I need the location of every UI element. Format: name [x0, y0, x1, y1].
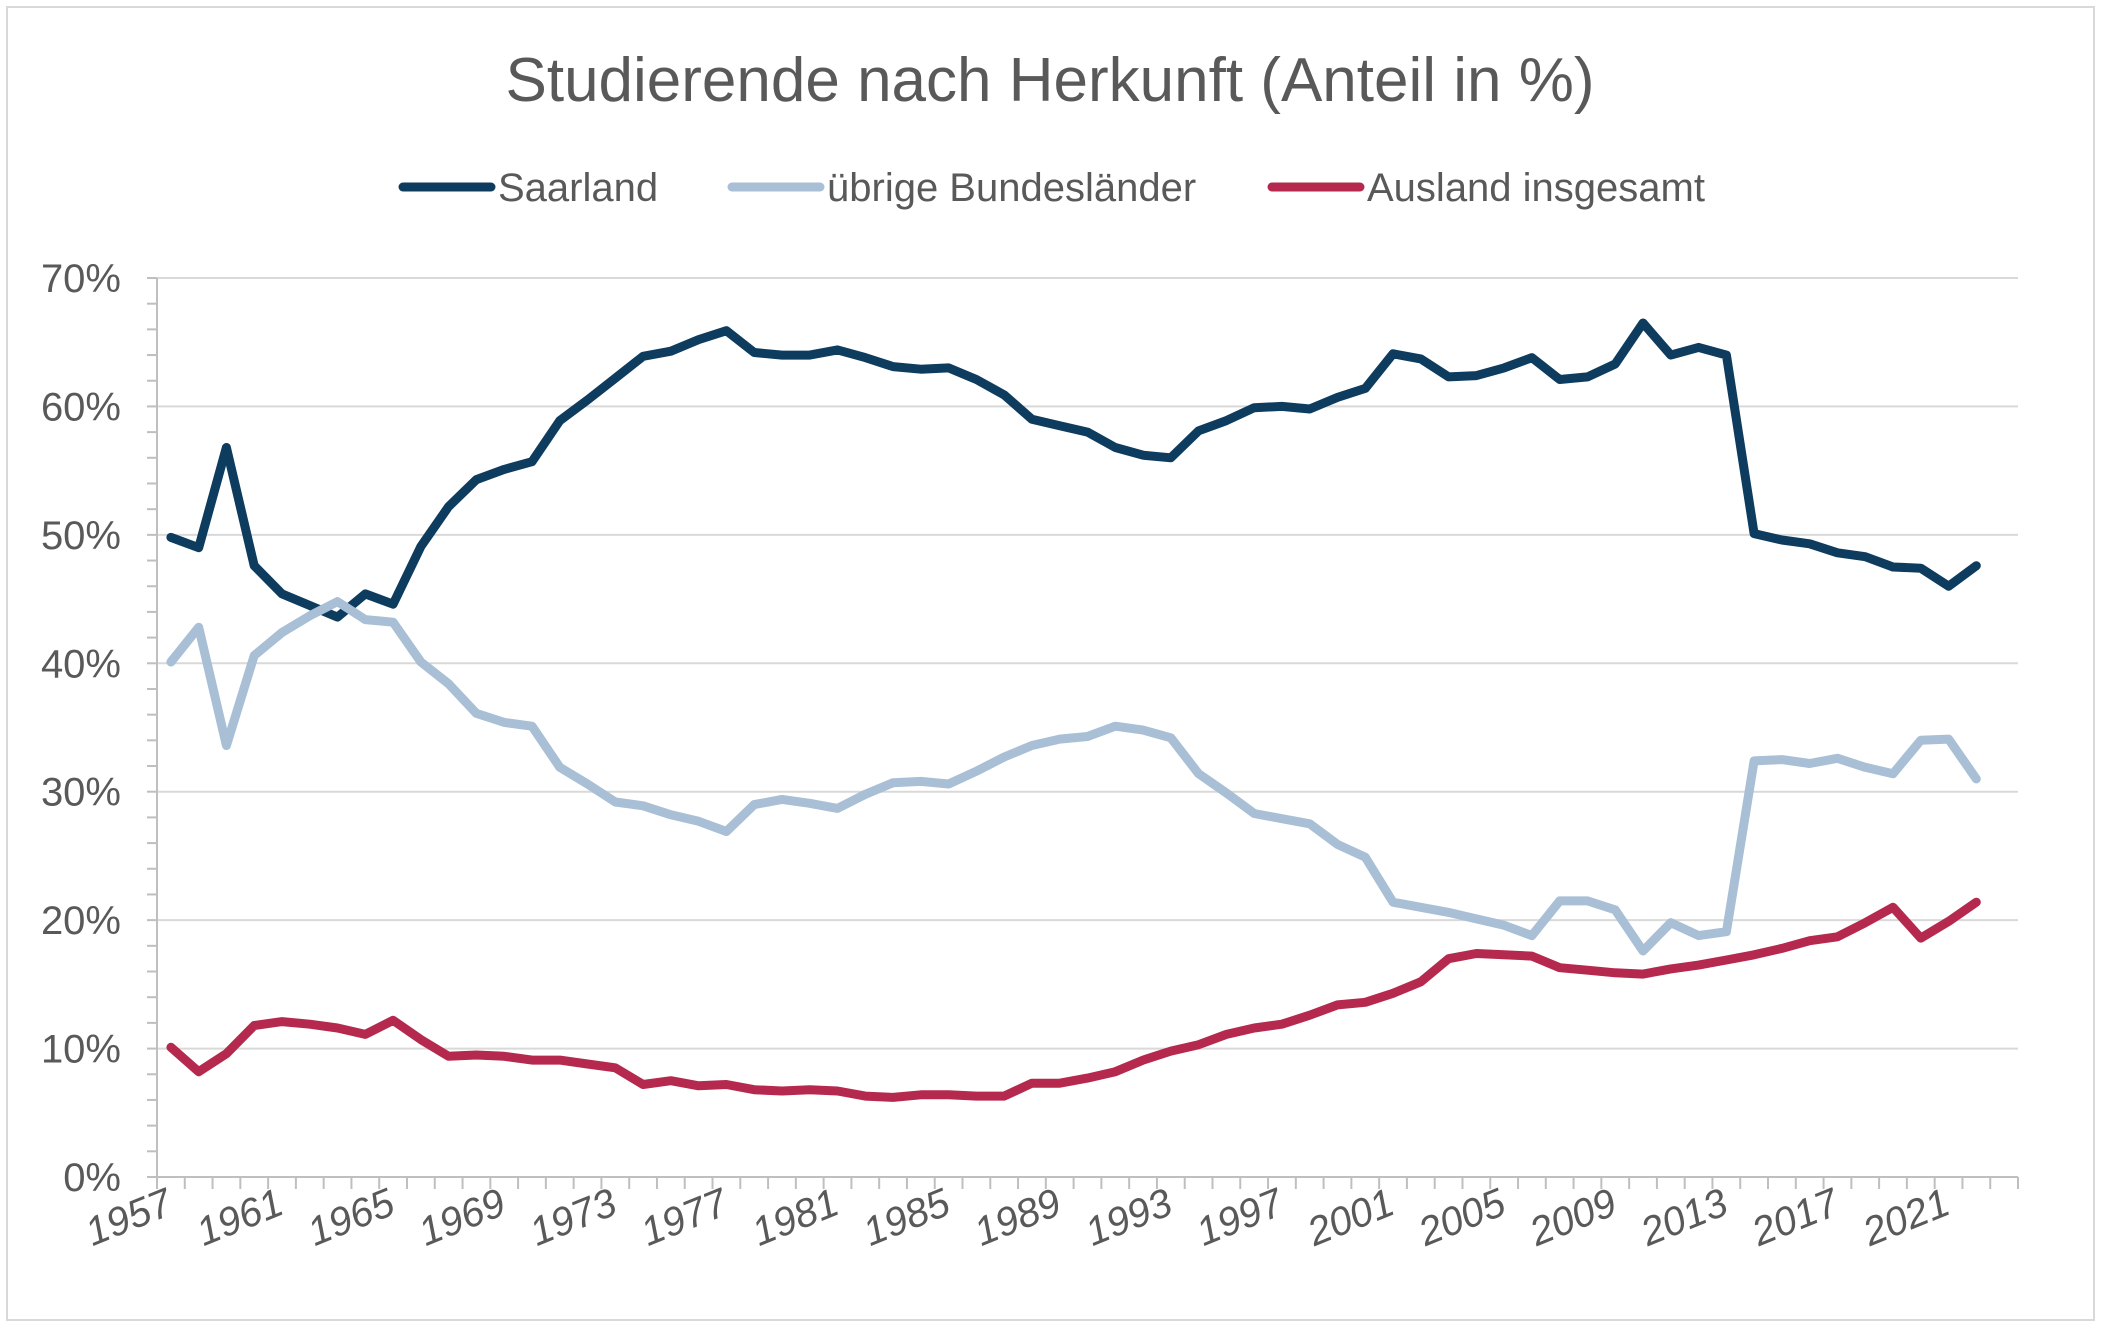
x-tick-label: 1997	[1190, 1180, 1291, 1255]
x-tick-label: 1973	[524, 1181, 623, 1255]
x-tick-label: 1985	[857, 1180, 957, 1254]
y-tick-label: 70%	[41, 257, 121, 301]
x-tick-label: 2009	[1523, 1181, 1623, 1256]
x-tick-label: 1981	[746, 1181, 845, 1255]
x-tick-label: 1961	[190, 1181, 289, 1255]
x-tick-label: 2013	[1634, 1181, 1734, 1256]
gridlines	[157, 277, 2018, 1050]
x-tick-label: 1993	[1079, 1181, 1178, 1255]
y-tick-label: 0%	[63, 1156, 121, 1200]
x-axis: 1957 1961 1965 1969 1973 1977 1981 1985 1989 1993…	[79, 1176, 2019, 1256]
y-tick-label: 10%	[41, 1028, 121, 1072]
legend-label: Ausland insgesamt	[1367, 166, 1705, 210]
chart-frame	[6, 6, 2095, 1321]
y-tick-label: 20%	[41, 899, 121, 943]
y-axis: 0% 10% 20% 30% 40% 50% 60% 70%	[41, 257, 158, 1200]
chart-title: Studierende nach Herkunft (Anteil in %)	[505, 46, 1594, 115]
legend-label: übrige Bundesländer	[827, 166, 1196, 210]
legend: Saarland übrige Bundesländer Ausland insge…	[398, 166, 1705, 210]
x-tick-label: 1977	[635, 1180, 736, 1255]
series-line-3	[166, 897, 1981, 1102]
x-tick-label: 1969	[413, 1181, 512, 1255]
series-line-2	[166, 597, 1981, 956]
y-tick-label: 60%	[41, 385, 121, 429]
x-tick-label: 1989	[968, 1181, 1067, 1255]
x-tick-label: 2021	[1856, 1181, 1956, 1256]
y-tick-label: 30%	[41, 771, 121, 815]
x-tick-label: 1965	[301, 1180, 401, 1254]
legend-label: Saarland	[498, 166, 658, 210]
y-tick-label: 40%	[41, 642, 121, 686]
x-tick-label: 2005	[1412, 1180, 1513, 1255]
y-tick-label: 50%	[41, 514, 121, 558]
x-tick-label: 2001	[1300, 1181, 1400, 1256]
series-line-1	[166, 318, 1981, 622]
series-group	[166, 318, 1981, 1102]
x-tick-label: 2017	[1745, 1180, 1847, 1255]
